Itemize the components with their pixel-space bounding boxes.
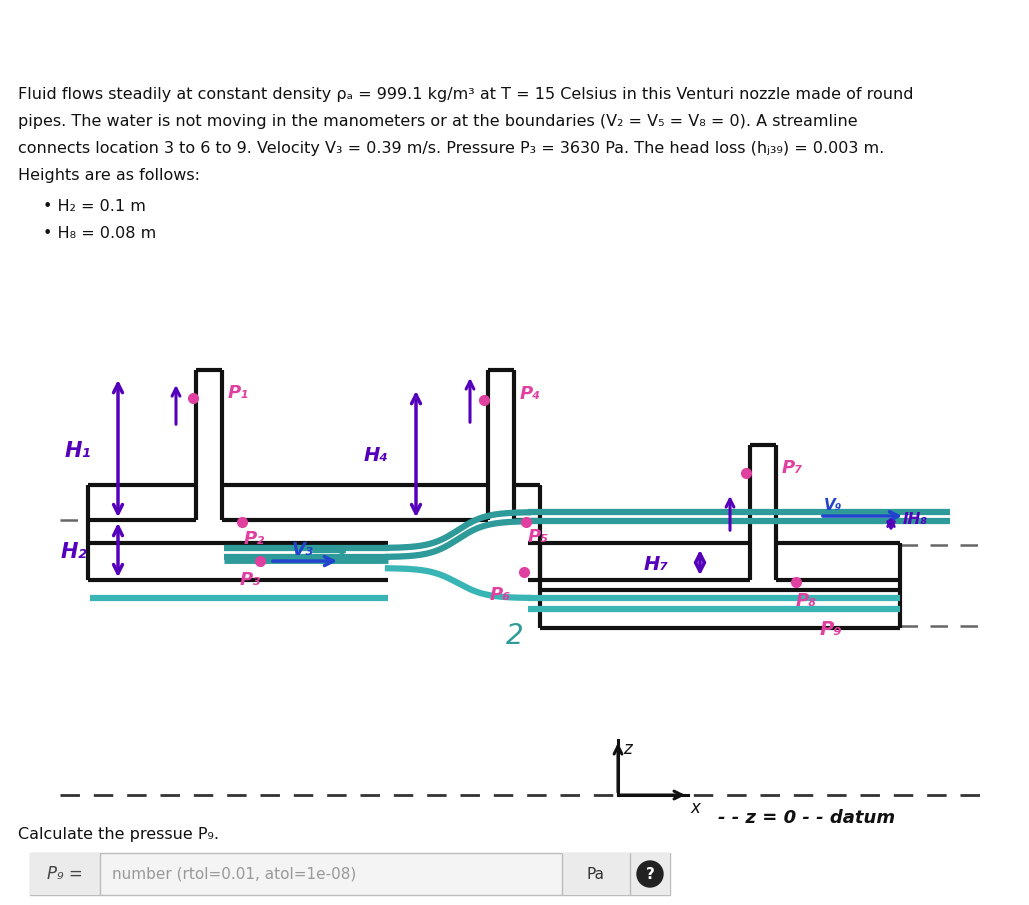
- Text: Calculate the pressue P₉.: Calculate the pressue P₉.: [17, 827, 219, 842]
- Text: V₉: V₉: [824, 498, 843, 513]
- Bar: [630, 853, 670, 895]
- Bar: [30, 853, 100, 895]
- Text: P₇: P₇: [782, 459, 803, 477]
- Bar: [30, 853, 670, 895]
- Bar: [562, 853, 630, 895]
- Text: connects location 3 to 6 to 9. Velocity V₃ = 0.39 m/s. Pressure P₃ = 3630 Pa. Th: connects location 3 to 6 to 9. Velocity …: [17, 141, 884, 157]
- Text: P₄: P₄: [520, 386, 541, 403]
- Text: number (rtol=0.01, atol=1e-08): number (rtol=0.01, atol=1e-08): [112, 866, 356, 881]
- Text: P₂: P₂: [244, 530, 265, 548]
- Text: Question 1: Predicting Pressure in flowing pipe (v2): Question 1: Predicting Pressure in flowi…: [13, 24, 539, 42]
- Text: Heights are as follows:: Heights are as follows:: [17, 168, 200, 183]
- Text: - - z = 0 - - datum: - - z = 0 - - datum: [718, 809, 895, 827]
- Text: H₄: H₄: [363, 446, 388, 465]
- Text: H₂: H₂: [61, 542, 87, 562]
- Text: H₁: H₁: [65, 441, 92, 461]
- Text: P₉ =: P₉ =: [47, 865, 83, 883]
- Text: Fluid flows steadily at constant density ρₐ = 999.1 kg/m³ at T = 15 Celsius in t: Fluid flows steadily at constant density…: [17, 87, 914, 102]
- Text: x: x: [690, 799, 700, 817]
- Circle shape: [637, 861, 663, 887]
- Text: z: z: [623, 740, 632, 758]
- Text: • H₂ = 0.1 m: • H₂ = 0.1 m: [43, 199, 146, 214]
- Text: P₈: P₈: [796, 592, 817, 610]
- Text: H₇: H₇: [643, 555, 669, 574]
- Text: 2: 2: [506, 622, 524, 650]
- Text: ?: ?: [645, 866, 654, 881]
- Text: IH₈: IH₈: [903, 512, 928, 527]
- Text: • H₈ = 0.08 m: • H₈ = 0.08 m: [43, 226, 156, 241]
- Text: P₆: P₆: [490, 586, 511, 604]
- Text: Pa: Pa: [587, 866, 605, 881]
- Text: V₃: V₃: [292, 541, 314, 559]
- Text: P₁: P₁: [228, 384, 249, 402]
- Text: P₃: P₃: [240, 571, 261, 589]
- Text: pipes. The water is not moving in the manometers or at the boundaries (V₂ = V₅ =: pipes. The water is not moving in the ma…: [17, 114, 857, 129]
- Text: P₅: P₅: [528, 529, 549, 546]
- Text: P₉: P₉: [820, 620, 843, 639]
